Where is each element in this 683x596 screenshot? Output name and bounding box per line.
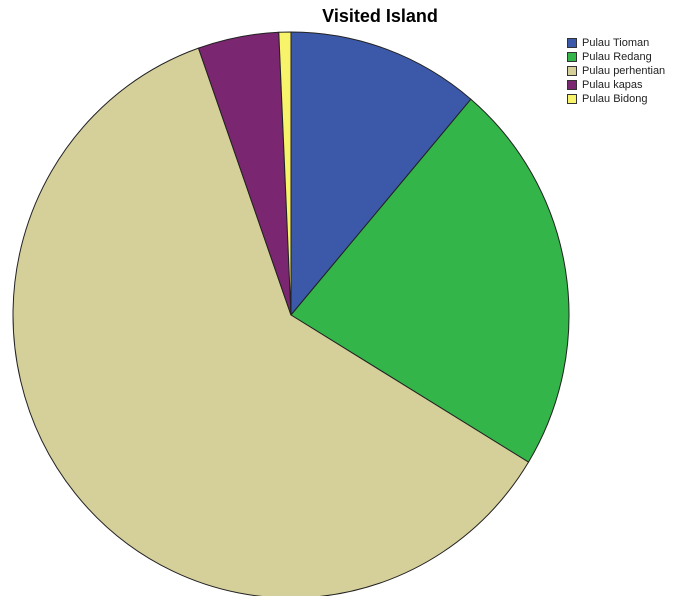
legend-label: Pulau Bidong <box>582 93 647 105</box>
legend-label: Pulau perhentian <box>582 65 665 77</box>
legend-label: Pulau Tioman <box>582 37 649 49</box>
pie-slices <box>13 32 569 596</box>
legend-label: Pulau Redang <box>582 51 652 63</box>
legend-swatch <box>567 94 577 104</box>
legend-item: Pulau kapas <box>567 78 665 92</box>
legend-swatch <box>567 38 577 48</box>
legend: Pulau Tioman Pulau Redang Pulau perhentian… <box>567 36 665 106</box>
legend-item: Pulau Tioman <box>567 36 665 50</box>
legend-item: Pulau Bidong <box>567 92 665 106</box>
legend-label: Pulau kapas <box>582 79 643 91</box>
legend-swatch <box>567 52 577 62</box>
legend-swatch <box>567 80 577 90</box>
legend-swatch <box>567 66 577 76</box>
legend-item: Pulau perhentian <box>567 64 665 78</box>
legend-item: Pulau Redang <box>567 50 665 64</box>
